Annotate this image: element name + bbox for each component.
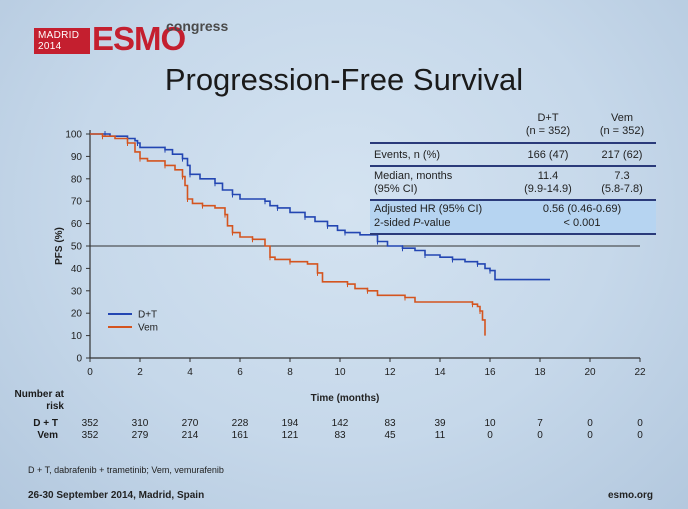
- x-tick-label: 4: [187, 367, 193, 378]
- risk-count: 352: [81, 430, 99, 441]
- risk-count: 0: [487, 430, 493, 441]
- risk-count: 39: [434, 418, 446, 429]
- row-hr-label: Adjusted HR (95% CI): [374, 203, 483, 215]
- x-axis-title: Time (months): [311, 393, 380, 404]
- logo-city-year: MADRID 2014: [38, 30, 79, 52]
- row-events-label: Events, n (%): [374, 149, 441, 161]
- p-label-prefix: 2-sided: [374, 217, 414, 229]
- row-p-value: < 0.001: [563, 217, 601, 229]
- logo-red-block: [34, 28, 90, 54]
- table-rule: [370, 165, 656, 167]
- y-tick-label: 30: [71, 286, 83, 297]
- x-tick-label: 20: [584, 367, 596, 378]
- x-tick-label: 6: [237, 367, 243, 378]
- y-tick-label: 0: [76, 354, 82, 365]
- risk-count: 121: [281, 430, 299, 441]
- risk-count: 161: [231, 430, 249, 441]
- logo-congress: congress: [166, 18, 229, 34]
- row-events-dt: 166 (47): [527, 149, 569, 161]
- risk-count: 83: [334, 430, 346, 441]
- risk-count: 0: [587, 430, 593, 441]
- x-tick-label: 10: [334, 367, 346, 378]
- legend-label-d-t: D+T: [138, 310, 157, 321]
- y-tick-label: 10: [71, 331, 83, 342]
- x-tick-label: 8: [287, 367, 293, 378]
- col-header-dt-n: (n = 352): [525, 125, 571, 137]
- y-tick-label: 40: [71, 264, 83, 275]
- axes-layer: 0 10 20 30 40 50 60 70 80 90 100 0 2 4 6 8 10 12 14 16 18 20 2…: [54, 130, 646, 405]
- p-label-suffix: -value: [420, 217, 451, 229]
- risk-count: 0: [637, 430, 643, 441]
- row-median-dt: 11.4: [537, 170, 559, 182]
- row-median-label: Median, months: [374, 170, 453, 182]
- risk-count: 194: [281, 418, 299, 429]
- footnote: D + T, dabrafenib + trametinib; Vem, vem…: [28, 465, 224, 475]
- number-at-risk-title: Number at risk: [4, 389, 64, 413]
- risk-count: 0: [537, 430, 543, 441]
- p-label-italic: P: [413, 217, 421, 229]
- results-table: D+T (n = 352) Vem (n = 352) Events, n (%…: [370, 110, 656, 240]
- risk-count: 270: [181, 418, 199, 429]
- x-tick-label: 2: [137, 367, 143, 378]
- y-tick-label: 80: [71, 174, 83, 185]
- y-tick-label: 70: [71, 197, 83, 208]
- table-rule: [370, 142, 656, 144]
- website: esmo.org: [608, 490, 654, 501]
- row-ci-label: (95% CI): [374, 183, 418, 195]
- col-header-vem: Vem: [610, 112, 633, 124]
- risk-title-line1: Number at: [14, 389, 64, 400]
- risk-count: 228: [231, 418, 249, 429]
- logo-year: 2014: [38, 41, 62, 52]
- risk-count: 214: [181, 430, 199, 441]
- risk-count: 0: [587, 418, 593, 429]
- risk-title-line2: risk: [46, 401, 64, 412]
- risk-row-label: Vem: [37, 430, 58, 441]
- y-tick-label: 50: [71, 242, 83, 253]
- risk-count: 11: [434, 430, 446, 441]
- row-ci-dt: (9.9-14.9): [524, 183, 572, 195]
- col-header-dt: D+T: [537, 112, 559, 124]
- series-layer: [90, 131, 550, 336]
- risk-row-label: D + T: [33, 418, 58, 429]
- row-events-vem: 217 (62): [601, 149, 643, 161]
- logo-esmo: ESMO: [92, 20, 186, 57]
- legend: D+T Vem: [108, 310, 158, 334]
- x-tick-label: 14: [434, 367, 446, 378]
- esmo-congress-logo: MADRID 2014 ESMO congress: [34, 18, 234, 58]
- x-tick-label: 16: [484, 367, 496, 378]
- risk-count: 279: [131, 430, 149, 441]
- risk-count: 10: [484, 418, 496, 429]
- x-tick-label: 18: [534, 367, 546, 378]
- row-median-vem: 7.3: [614, 170, 630, 182]
- risk-count: 83: [384, 418, 396, 429]
- slide-title: Progression-Free Survival: [164, 62, 524, 97]
- row-hr-value: 0.56 (0.46-0.69): [542, 203, 622, 215]
- table-rule: [370, 233, 656, 235]
- x-tick-label: 0: [87, 367, 93, 378]
- risk-count: 310: [131, 418, 149, 429]
- risk-count: 0: [637, 418, 643, 429]
- y-tick-label: 20: [71, 309, 83, 320]
- y-tick-label: 100: [65, 130, 82, 141]
- row-p-label: 2-sided P-value: [374, 217, 450, 230]
- legend-label-vem: Vem: [138, 323, 158, 334]
- x-tick-label: 22: [634, 367, 646, 378]
- hr-highlight-band: [370, 200, 656, 233]
- risk-count: 352: [81, 418, 99, 429]
- y-axis-title: PFS (%): [54, 227, 65, 265]
- congress-date: 26-30 September 2014, Madrid, Spain: [28, 490, 205, 501]
- table-rule: [370, 199, 656, 201]
- risk-count: 7: [537, 418, 543, 429]
- col-header-vem-n: (n = 352): [599, 125, 645, 137]
- risk-count: 45: [384, 430, 396, 441]
- y-tick-label: 60: [71, 219, 83, 230]
- row-ci-vem: (5.8-7.8): [601, 183, 643, 195]
- y-tick-label: 90: [71, 152, 83, 163]
- logo-city: MADRID: [38, 30, 80, 41]
- x-tick-label: 12: [384, 367, 396, 378]
- risk-count: 142: [331, 418, 349, 429]
